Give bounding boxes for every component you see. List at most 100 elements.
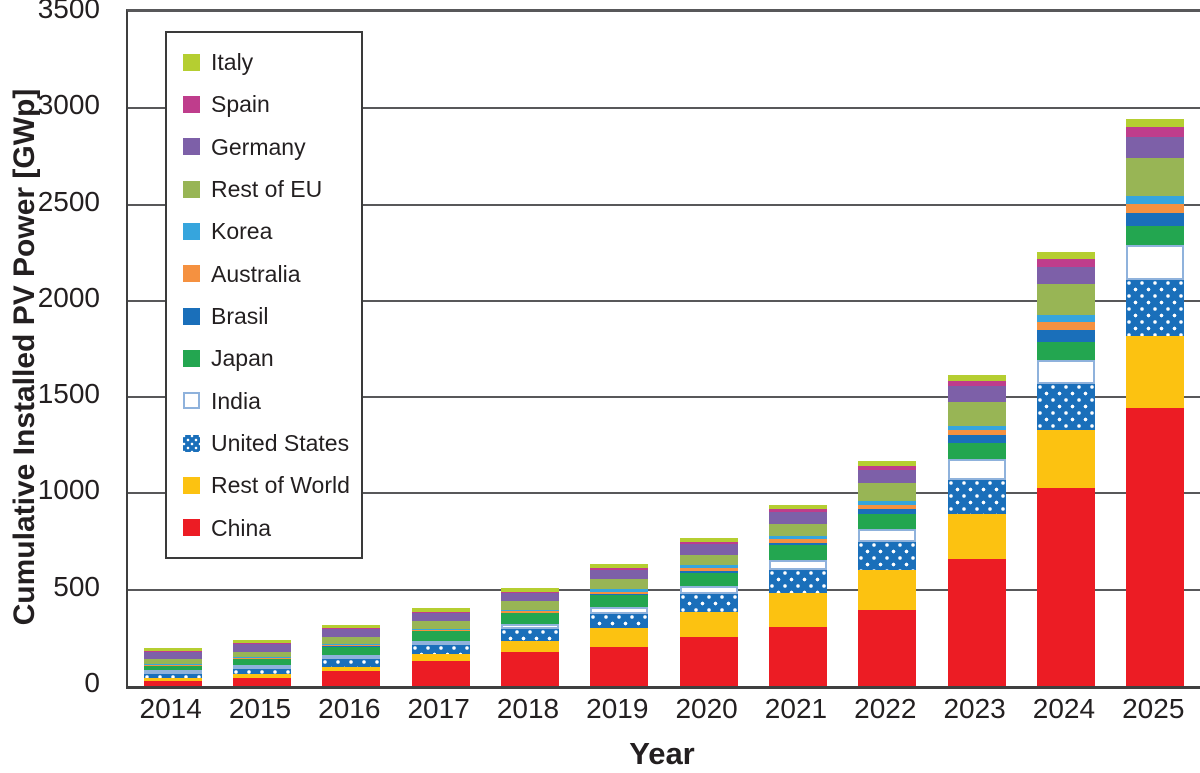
segment-spain-2014	[143, 651, 202, 653]
bar-2018	[500, 587, 559, 686]
legend-swatch-korea-icon	[183, 222, 200, 240]
segment-australia-2020	[679, 568, 738, 572]
segment-germany-2014	[143, 652, 202, 660]
segment-united-states-2019	[590, 613, 649, 629]
segment-rest-of-world-2022	[858, 569, 917, 610]
segment-rest-of-eu-2018	[500, 601, 559, 610]
legend-swatch-spain-icon	[183, 95, 200, 113]
segment-spain-2016	[322, 628, 381, 630]
x-tick-label-2023: 2023	[943, 693, 1006, 724]
segment-australia-2021	[768, 539, 827, 543]
gridline-1500	[128, 396, 1200, 399]
segment-australia-2025	[1126, 204, 1185, 213]
segment-rest-of-world-2015	[232, 674, 291, 678]
segment-italy-2025	[1126, 118, 1185, 128]
segment-china-2023	[947, 558, 1006, 686]
bar-2023	[947, 375, 1006, 686]
segment-korea-2016	[322, 644, 381, 646]
segment-united-states-2015	[232, 669, 291, 675]
segment-rest-of-eu-2021	[768, 523, 827, 536]
legend-swatch-italy-icon	[183, 53, 200, 71]
segment-spain-2023	[947, 380, 1006, 387]
segment-spain-2025	[1126, 127, 1185, 138]
y-tick-label-3500: 3500	[37, 0, 100, 24]
segment-italy-2014	[143, 647, 202, 652]
segment-italy-2022	[858, 461, 917, 466]
segment-korea-2022	[858, 501, 917, 506]
segment-china-2021	[768, 627, 827, 686]
segment-spain-2022	[858, 466, 917, 470]
legend-swatch-united-states-icon	[183, 434, 200, 452]
legend-item-germany: Germany	[167, 129, 361, 165]
segment-china-2022	[858, 609, 917, 686]
legend-item-korea: Korea	[167, 213, 361, 249]
segment-korea-2015	[232, 656, 291, 658]
y-tick-label-500: 500	[53, 570, 100, 602]
segment-australia-2016	[322, 645, 381, 647]
segment-spain-2018	[500, 591, 559, 593]
x-tick-label-2021: 2021	[764, 693, 828, 724]
segment-japan-2014	[143, 665, 202, 671]
legend-label-australia: Australia	[211, 260, 301, 287]
segment-india-2025	[1126, 245, 1185, 280]
legend-label-india: India	[211, 387, 261, 414]
segment-japan-2022	[858, 514, 917, 530]
legend-swatch-rest-of-eu-icon	[183, 180, 200, 198]
segment-rest-of-eu-2020	[679, 554, 738, 566]
segment-korea-2021	[768, 535, 827, 540]
segment-rest-of-world-2020	[679, 611, 738, 638]
segment-rest-of-world-2023	[947, 513, 1006, 559]
x-tick-label-2022: 2022	[854, 693, 917, 724]
segment-rest-of-world-2017	[411, 654, 470, 661]
segment-korea-2014	[143, 664, 202, 665]
segment-germany-2024	[1036, 266, 1095, 285]
segment-japan-2019	[590, 594, 649, 608]
segment-germany-2019	[590, 569, 649, 580]
segment-brasil-2021	[768, 542, 827, 546]
legend-label-japan: Japan	[211, 345, 274, 372]
segment-germany-2022	[858, 469, 917, 483]
segment-rest-of-world-2019	[590, 628, 649, 647]
legend-label-brasil: Brasil	[211, 303, 269, 330]
bar-2020	[679, 538, 738, 686]
segment-rest-of-world-2018	[500, 641, 559, 653]
segment-spain-2017	[411, 611, 470, 613]
segment-rest-of-eu-2015	[232, 651, 291, 657]
segment-italy-2015	[232, 639, 291, 644]
segment-italy-2019	[590, 564, 649, 569]
legend-item-spain: Spain	[167, 86, 361, 122]
segment-united-states-2018	[500, 629, 559, 642]
segment-australia-2022	[858, 505, 917, 510]
legend-label-italy: Italy	[211, 49, 254, 76]
x-tick-label-2017: 2017	[407, 693, 470, 724]
legend-item-italy: Italy	[167, 44, 361, 80]
segment-india-2016	[322, 654, 381, 659]
bar-2024	[1036, 252, 1095, 686]
segment-india-2020	[679, 586, 738, 594]
segment-rest-of-world-2025	[1126, 335, 1185, 408]
segment-china-2018	[500, 652, 559, 686]
segment-united-states-2017	[411, 644, 470, 655]
segment-rest-of-eu-2024	[1036, 284, 1095, 316]
x-tick-label-2016: 2016	[318, 693, 381, 724]
x-tick-label-2025: 2025	[1122, 693, 1185, 724]
segment-spain-2021	[768, 509, 827, 513]
legend-swatch-rest-of-world-icon	[183, 476, 200, 494]
segment-brasil-2023	[947, 435, 1006, 443]
segment-korea-2017	[411, 628, 470, 630]
x-tick-label-2015: 2015	[228, 693, 292, 724]
plot-area	[126, 9, 1200, 689]
y-axis-tick-labels: 0 500 1000 1500 2000 2500 3000 3500	[0, 0, 112, 773]
segment-italy-2018	[500, 587, 559, 592]
legend-swatch-china-icon	[183, 519, 200, 537]
segment-japan-2024	[1036, 341, 1095, 360]
segment-japan-2021	[768, 545, 827, 560]
segment-australia-2024	[1036, 321, 1095, 331]
segment-rest-of-eu-2017	[411, 620, 470, 629]
legend-item-japan: Japan	[167, 340, 361, 376]
segment-brasil-2024	[1036, 330, 1095, 342]
segment-rest-of-eu-2014	[143, 659, 202, 665]
bars-container	[128, 12, 1200, 686]
segment-rest-of-eu-2016	[322, 637, 381, 645]
